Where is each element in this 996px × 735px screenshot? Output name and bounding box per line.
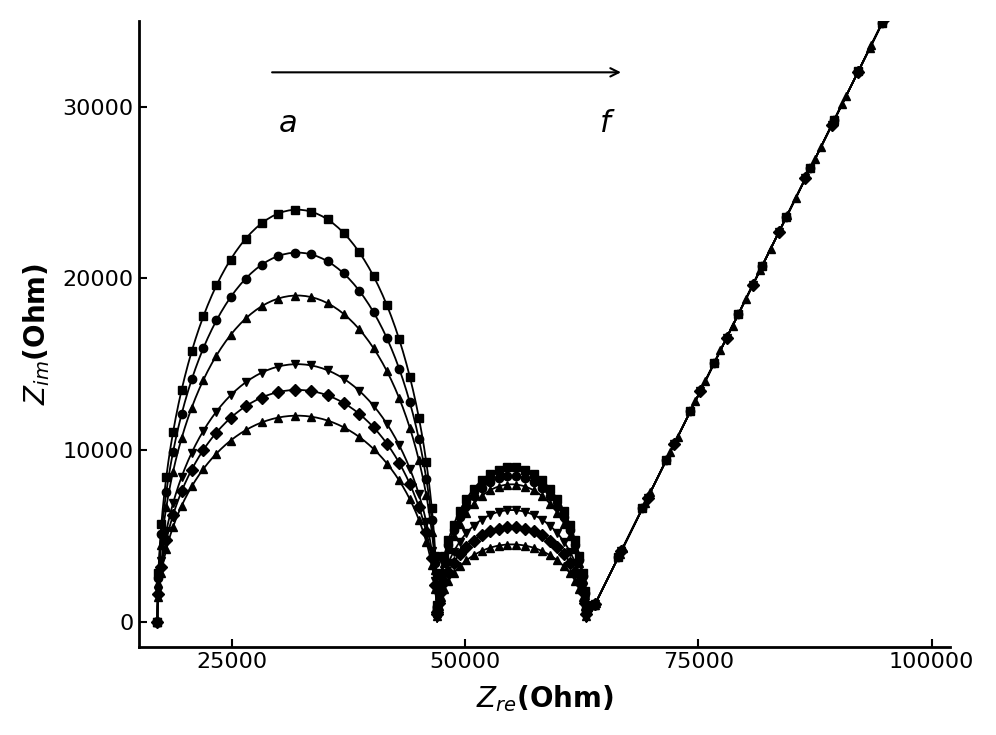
Text: f: f [600,110,611,138]
X-axis label: $Z_{re}$(Ohm): $Z_{re}$(Ohm) [476,684,614,714]
Y-axis label: $Z_{im}$(Ohm): $Z_{im}$(Ohm) [21,263,52,405]
Text: a: a [279,110,298,138]
